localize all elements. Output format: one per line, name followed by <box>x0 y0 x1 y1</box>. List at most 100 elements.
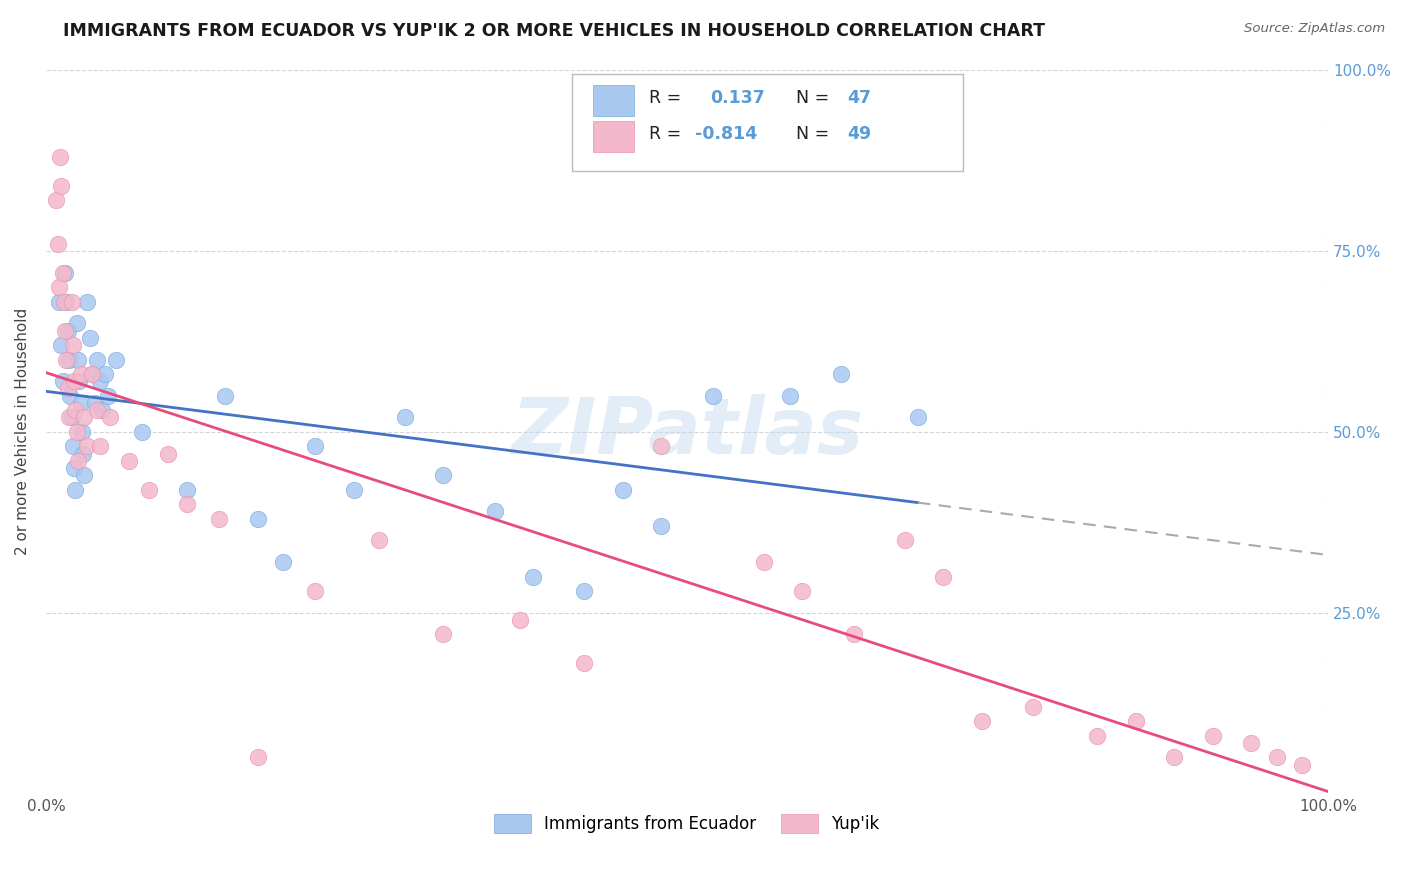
Text: N =: N = <box>796 88 830 106</box>
Point <box>46 236 69 251</box>
Point <box>96 389 118 403</box>
Point <box>574 584 596 599</box>
Point <box>246 512 269 526</box>
Point <box>91 403 114 417</box>
Point <box>214 389 236 403</box>
Point <box>1291 757 1313 772</box>
Point <box>70 425 93 439</box>
Point <box>69 367 91 381</box>
Point <box>432 468 454 483</box>
Point <box>98 410 121 425</box>
Point <box>612 483 634 497</box>
Text: -0.814: -0.814 <box>695 125 756 143</box>
Point <box>55 352 77 367</box>
Text: 49: 49 <box>848 125 872 143</box>
Point <box>52 294 75 309</box>
Point <box>66 316 89 330</box>
Point <box>1163 750 1185 764</box>
Point <box>752 555 775 569</box>
Text: R =: R = <box>648 125 681 143</box>
Point <box>59 389 82 403</box>
Point <box>63 461 86 475</box>
Point <box>48 280 70 294</box>
Text: 47: 47 <box>848 88 872 106</box>
Point <box>830 367 852 381</box>
Point <box>118 454 141 468</box>
Point <box>842 627 865 641</box>
Point <box>1202 729 1225 743</box>
Point <box>83 396 105 410</box>
Text: 0.137: 0.137 <box>710 88 765 106</box>
Text: N =: N = <box>796 125 830 143</box>
Point <box>94 367 117 381</box>
Point <box>176 483 198 497</box>
Point <box>156 446 179 460</box>
Legend: Immigrants from Ecuador, Yup'ik: Immigrants from Ecuador, Yup'ik <box>488 807 886 839</box>
Point <box>432 627 454 641</box>
Point <box>894 533 917 548</box>
Y-axis label: 2 or more Vehicles in Household: 2 or more Vehicles in Household <box>15 309 30 556</box>
Point <box>304 439 326 453</box>
Point <box>60 294 83 309</box>
Point <box>484 504 506 518</box>
Point <box>343 483 366 497</box>
Point <box>131 425 153 439</box>
Text: R =: R = <box>648 88 681 106</box>
Point <box>49 150 72 164</box>
Point <box>45 194 67 208</box>
Point <box>368 533 391 548</box>
Point <box>702 389 724 403</box>
Point <box>271 555 294 569</box>
Point <box>1240 736 1263 750</box>
Point <box>65 403 87 417</box>
Point <box>86 352 108 367</box>
Point <box>56 381 79 395</box>
Point <box>58 410 80 425</box>
Point <box>53 266 76 280</box>
Point <box>138 483 160 497</box>
Point <box>51 178 73 193</box>
Point <box>650 439 672 453</box>
Point <box>67 374 90 388</box>
Point <box>72 446 94 460</box>
Point <box>60 410 83 425</box>
Point <box>62 338 84 352</box>
Point <box>246 750 269 764</box>
Point <box>58 352 80 367</box>
FancyBboxPatch shape <box>572 74 963 171</box>
Point <box>53 324 76 338</box>
Point <box>304 584 326 599</box>
Text: Source: ZipAtlas.com: Source: ZipAtlas.com <box>1244 22 1385 36</box>
Point <box>176 497 198 511</box>
Point <box>89 439 111 453</box>
Text: ZIPatlas: ZIPatlas <box>510 394 863 470</box>
Point <box>1125 714 1147 729</box>
Point <box>52 374 75 388</box>
Point <box>62 439 84 453</box>
Point <box>650 519 672 533</box>
Point <box>66 425 89 439</box>
Point <box>73 468 96 483</box>
Point <box>522 569 544 583</box>
Point <box>56 324 79 338</box>
Point <box>792 584 814 599</box>
Point <box>79 331 101 345</box>
Point <box>52 266 75 280</box>
Point <box>69 396 91 410</box>
Point <box>1085 729 1108 743</box>
Point <box>66 352 89 367</box>
Point <box>779 389 801 403</box>
Point <box>574 657 596 671</box>
Point <box>509 613 531 627</box>
Point <box>55 294 77 309</box>
Point <box>51 338 73 352</box>
Point <box>1022 699 1045 714</box>
Point <box>970 714 993 729</box>
Point <box>82 367 104 381</box>
Point <box>65 483 87 497</box>
Text: IMMIGRANTS FROM ECUADOR VS YUP'IK 2 OR MORE VEHICLES IN HOUSEHOLD CORRELATION CH: IMMIGRANTS FROM ECUADOR VS YUP'IK 2 OR M… <box>63 22 1045 40</box>
Point <box>76 439 98 453</box>
Point <box>932 569 955 583</box>
Point <box>48 294 70 309</box>
Point <box>66 454 89 468</box>
